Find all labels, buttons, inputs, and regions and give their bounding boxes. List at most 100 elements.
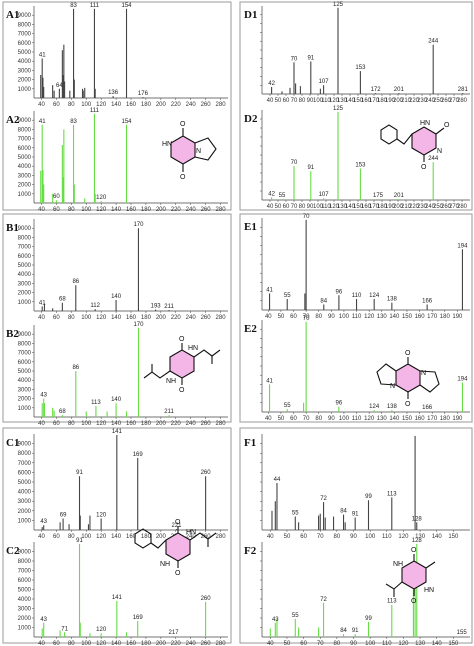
peak-label: 70 — [291, 56, 298, 62]
x-tick-label: 80 — [68, 315, 75, 321]
panel-title: C1 — [6, 437, 19, 449]
y-tick-label: 3000 — [18, 387, 32, 393]
peak-label: 41 — [266, 378, 273, 384]
peak-label: 83 — [70, 3, 77, 9]
x-tick-label: 110 — [382, 534, 392, 540]
x-tick-label: 80 — [299, 98, 306, 104]
x-tick-label: 120 — [96, 421, 107, 427]
y-tick-label: 7000 — [18, 137, 32, 143]
spectrum-f1: 40 50 60 70 80 90 100 110 120 130 140 150 44 55 72 84 91… — [244, 434, 470, 540]
x-tick-label: 140 — [111, 207, 122, 213]
peak-label: 72 — [320, 496, 327, 502]
y-tick-label: 5000 — [18, 50, 32, 56]
y-tick-label: 4000 — [18, 597, 32, 603]
y-tick-label: 8000 — [18, 22, 32, 28]
x-tick-label: 260 — [201, 207, 212, 213]
peak-label: 138 — [387, 297, 398, 303]
x-tick-label: 100 — [81, 102, 92, 108]
y-tick-label: 6000 — [18, 470, 32, 476]
x-tick-label: 40 — [38, 315, 45, 321]
x-tick-label: 60 — [53, 641, 60, 646]
peak-label: 55 — [292, 511, 299, 517]
y-tick-label: 2000 — [18, 616, 32, 622]
panel-title: D1 — [244, 9, 257, 21]
x-tick-label: 120 — [329, 204, 340, 210]
peak-label: 43 — [272, 617, 279, 623]
peak-label: 91 — [352, 628, 359, 634]
panel-title: E2 — [244, 323, 257, 335]
peak-label: 42 — [268, 81, 275, 87]
peak-label: 244 — [428, 39, 439, 45]
x-tick-label: 40 — [267, 534, 274, 540]
x-tick-label: 60 — [290, 416, 297, 422]
x-tick-label: 270 — [449, 204, 460, 210]
x-tick-label: 190 — [452, 314, 463, 320]
x-tick-label: 100 — [313, 98, 324, 104]
y-tick-label: 2000 — [18, 78, 32, 84]
y-tick-label: 5000 — [18, 155, 32, 161]
peak-label: 55 — [292, 613, 299, 619]
x-tick-label: 180 — [141, 207, 152, 213]
peak-label: 169 — [133, 615, 144, 621]
molecule-a2: O O HN N — [162, 121, 217, 181]
x-tick-label: 140 — [111, 641, 122, 646]
x-tick-label: 60 — [53, 102, 60, 108]
x-tick-label: 100 — [81, 421, 92, 427]
x-tick-label: 220 — [171, 641, 182, 646]
x-tick-label: 120 — [364, 416, 375, 422]
panel-title: F2 — [244, 545, 257, 557]
y-tick-label: 8000 — [18, 451, 32, 457]
x-tick-label: 220 — [171, 315, 182, 321]
x-tick-label: 50 — [278, 416, 285, 422]
x-tick-label: 80 — [315, 314, 322, 320]
x-tick-label: 120 — [96, 534, 107, 540]
phenyl-ring-d2 — [380, 124, 398, 145]
y-tick-label: 5000 — [18, 369, 32, 375]
x-tick-label: 120 — [398, 641, 409, 646]
peak-label: 120 — [96, 195, 107, 201]
x-tick-label: 80 — [315, 416, 322, 422]
x-tick-label: 60 — [290, 314, 297, 320]
spectrum-c2: 40 60 80 100 120 140 160 180 200 220 240 260 280 1000… — [6, 538, 228, 646]
y-tick-label: 6000 — [18, 254, 32, 260]
x-tick-label: 100 — [81, 534, 92, 540]
x-tick-label: 200 — [393, 98, 404, 104]
peak-label: 120 — [96, 512, 107, 518]
peak-label: 217 — [169, 630, 180, 636]
peak-label: 91 — [76, 470, 83, 476]
peak-label: 99 — [365, 616, 372, 622]
peak-label: 128 — [412, 538, 423, 544]
molecule-c2: O O HN NH — [134, 519, 217, 577]
x-tick-label: 80 — [68, 534, 75, 540]
peak-label: 113 — [91, 400, 101, 406]
peak-label: 169 — [133, 452, 144, 458]
peak-label: 91 — [307, 165, 314, 171]
x-tick-label: 160 — [361, 204, 372, 210]
x-tick-label: 220 — [409, 204, 420, 210]
x-tick-label: 100 — [339, 416, 350, 422]
y-tick-label: 2000 — [18, 509, 32, 515]
y-tick-label: 8000 — [18, 127, 32, 133]
y-tick-label: 2000 — [18, 397, 32, 403]
x-tick-label: 90 — [328, 416, 335, 422]
x-tick-label: 210 — [401, 98, 412, 104]
atom-label-f2: NH — [393, 561, 403, 568]
x-tick-label: 220 — [171, 421, 182, 427]
x-tick-label: 190 — [385, 204, 396, 210]
x-tick-label: 240 — [186, 421, 197, 427]
peak-label: 96 — [336, 400, 343, 406]
x-tick-label: 70 — [317, 534, 324, 540]
y-tick-label: 4000 — [18, 272, 32, 278]
peak-label: 91 — [307, 55, 314, 61]
x-tick-label: 100 — [365, 534, 376, 540]
x-tick-label: 90 — [350, 534, 357, 540]
x-tick-label: 50 — [275, 98, 282, 104]
molecule-d2: O O HN N — [380, 120, 450, 171]
x-tick-label: 80 — [299, 204, 306, 210]
y-tick-label: 7000 — [18, 32, 32, 38]
peak-label: 86 — [72, 365, 79, 371]
peak-label: 111 — [90, 108, 100, 114]
x-tick-label: 240 — [186, 315, 197, 321]
x-tick-label: 110 — [321, 98, 331, 104]
molecule-f2: O O HN NH — [385, 547, 436, 605]
